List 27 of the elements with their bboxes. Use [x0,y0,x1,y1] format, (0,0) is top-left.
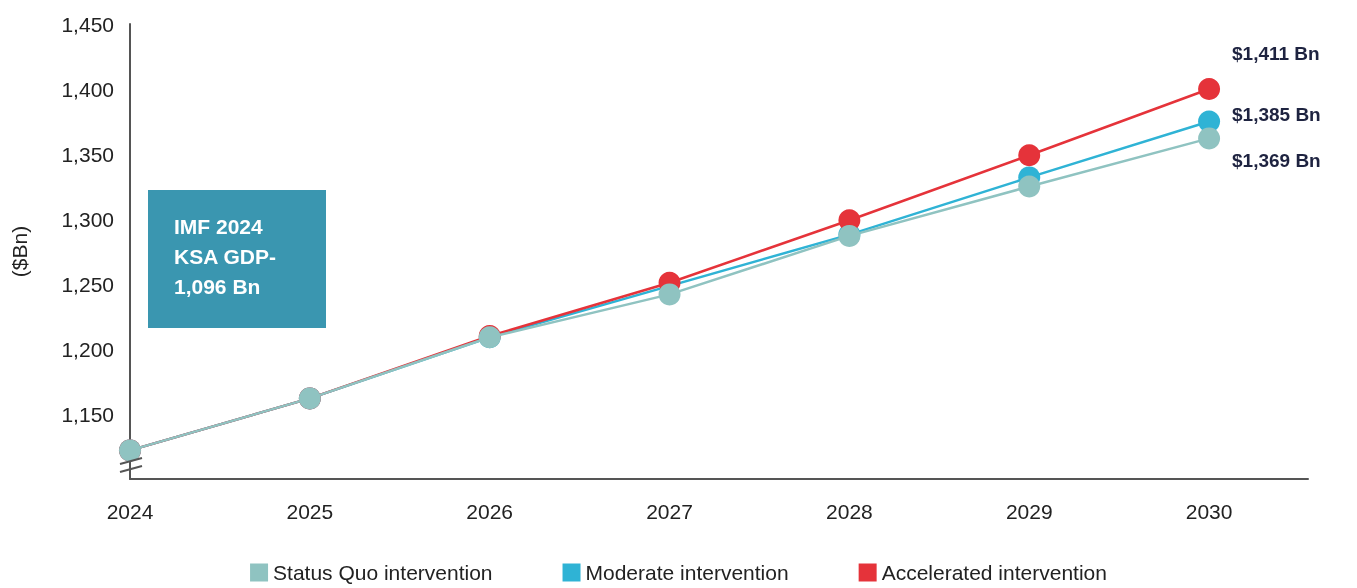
x-tick-label: 2029 [1005,500,1053,523]
point [1018,144,1041,167]
point [1198,78,1221,100]
annotation: IMF 2024 KSA GDP- 1,096 Bn [174,214,276,300]
legend-label: Accelerated intervention [881,561,1107,584]
point [658,283,681,306]
y-tick-label: 1,400 [61,77,114,101]
x-tick-label: 2026 [466,500,514,523]
y-axis-title: ($Bn) [8,225,31,278]
x-tick-label: 2025 [286,500,334,523]
y-tick-label: 1,200 [61,337,114,361]
y-tick-label: 1,350 [61,142,114,166]
legend-label: Status Quo intervention [273,561,493,584]
x-tick-label: 2030 [1185,500,1233,523]
y-tick-label: 1,450 [61,12,114,36]
y-tick-label: 1,150 [61,402,114,426]
point [1018,175,1041,198]
annotation: $1,369 Bn [1232,150,1321,172]
annotation: $1,411 Bn [1232,43,1320,65]
x-tick-label: 2027 [646,500,693,523]
annotation: $1,385 Bn [1232,104,1321,126]
x-tick-label: 2028 [826,500,873,523]
point [1198,127,1221,150]
x-tick-label: 2024 [106,500,154,523]
y-tick-label: 1,250 [61,272,114,296]
legend-label: Moderate intervention [585,561,789,584]
y-tick-label: 1,300 [61,207,114,231]
